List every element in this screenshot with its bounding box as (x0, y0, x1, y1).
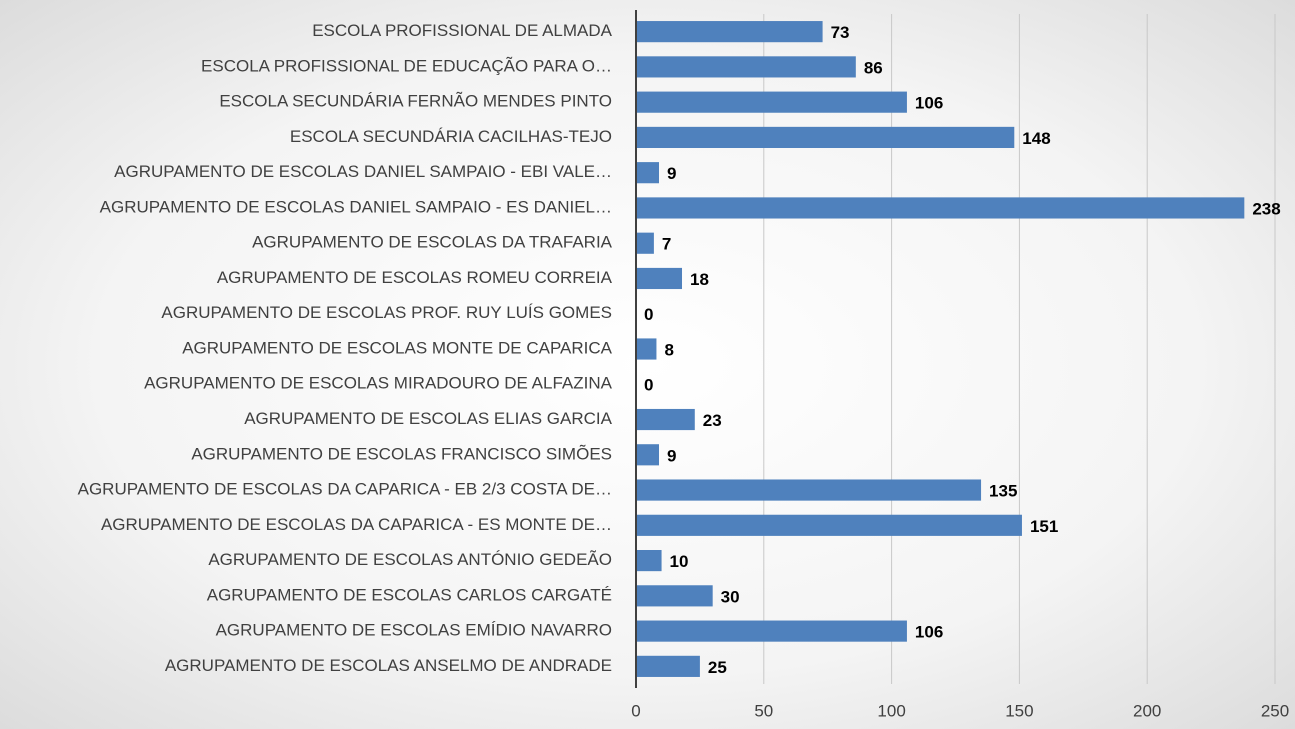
bar (636, 444, 660, 466)
bar (636, 232, 654, 254)
y-tick-label: AGRUPAMENTO DE ESCOLAS MONTE DE CAPARICA (182, 338, 612, 357)
bar (636, 550, 662, 572)
y-tick-label: AGRUPAMENTO DE ESCOLAS ELIAS GARCIA (244, 409, 612, 428)
data-label: 7 (662, 235, 671, 254)
y-tick-label: AGRUPAMENTO DE ESCOLAS DANIEL SAMPAIO - … (100, 197, 612, 216)
y-tick-label: ESCOLA PROFISSIONAL DE ALMADA (312, 21, 612, 40)
y-tick-label: AGRUPAMENTO DE ESCOLAS ANSELMO DE ANDRAD… (165, 656, 612, 675)
data-label: 10 (670, 552, 689, 571)
y-tick-label: AGRUPAMENTO DE ESCOLAS DANIEL SAMPAIO - … (114, 162, 612, 181)
data-label: 0 (644, 305, 653, 324)
bar (636, 126, 1015, 148)
y-tick-label: AGRUPAMENTO DE ESCOLAS ANTÓNIO GEDEÃO (208, 550, 612, 569)
bar (636, 338, 657, 360)
bar (636, 56, 856, 78)
bar (636, 514, 1022, 536)
data-label: 238 (1252, 199, 1280, 218)
y-tick-label: ESCOLA SECUNDÁRIA CACILHAS-TEJO (290, 127, 612, 146)
y-tick-label: AGRUPAMENTO DE ESCOLAS EMÍDIO NAVARRO (216, 621, 612, 640)
data-label: 23 (703, 411, 722, 430)
bar (636, 479, 982, 501)
bar (636, 655, 700, 677)
data-label: 9 (667, 164, 676, 183)
data-label: 25 (708, 658, 727, 677)
y-tick-label: AGRUPAMENTO DE ESCOLAS DA CAPARICA - ES … (101, 515, 612, 534)
bar (636, 162, 660, 184)
x-tick-label: 250 (1261, 701, 1289, 720)
y-tick-label: AGRUPAMENTO DE ESCOLAS CARLOS CARGATÉ (207, 585, 612, 604)
bar (636, 21, 823, 43)
x-tick-label: 0 (631, 701, 640, 720)
bar (636, 91, 907, 113)
y-tick-label: AGRUPAMENTO DE ESCOLAS FRANCISCO SIMÕES (191, 444, 612, 463)
bar (636, 585, 713, 607)
y-tick-label: AGRUPAMENTO DE ESCOLAS DA CAPARICA - EB … (78, 480, 612, 499)
x-tick-label: 100 (877, 701, 905, 720)
bar (636, 197, 1245, 219)
data-label: 73 (831, 23, 850, 42)
y-tick-label: AGRUPAMENTO DE ESCOLAS ROMEU CORREIA (217, 268, 613, 287)
bar (636, 267, 683, 290)
bar (636, 408, 695, 431)
bar (636, 620, 907, 642)
y-tick-label: AGRUPAMENTO DE ESCOLAS DA TRAFARIA (252, 233, 613, 252)
data-label: 106 (915, 623, 943, 642)
data-label: 0 (644, 376, 653, 395)
y-tick-label: AGRUPAMENTO DE ESCOLAS MIRADOURO DE ALFA… (144, 374, 613, 393)
x-tick-label: 50 (754, 701, 773, 720)
x-tick-label: 150 (1005, 701, 1033, 720)
data-label: 135 (989, 482, 1017, 501)
data-label: 30 (721, 587, 740, 606)
data-label: 18 (690, 270, 709, 289)
data-label: 148 (1022, 129, 1050, 148)
y-tick-label: AGRUPAMENTO DE ESCOLAS PROF. RUY LUÍS GO… (161, 303, 612, 322)
data-label: 151 (1030, 517, 1058, 536)
data-label: 86 (864, 58, 883, 77)
data-label: 9 (667, 446, 676, 465)
y-tick-label: ESCOLA PROFISSIONAL DE EDUCAÇÃO PARA O… (201, 56, 612, 75)
data-label: 8 (664, 340, 673, 359)
x-tick-label: 200 (1133, 701, 1161, 720)
y-tick-label: ESCOLA SECUNDÁRIA FERNÃO MENDES PINTO (219, 92, 612, 111)
data-label: 106 (915, 94, 943, 113)
